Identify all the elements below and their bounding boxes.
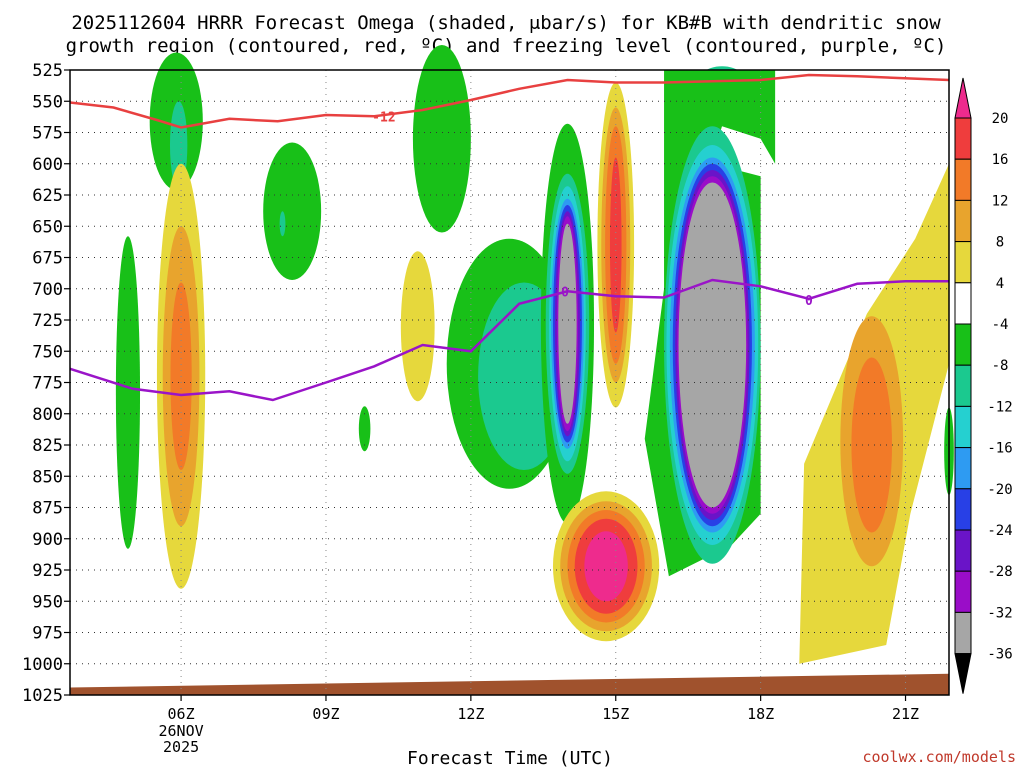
omega-pos-20z-12 xyxy=(851,357,893,533)
y-tick-label: 675 xyxy=(32,249,63,269)
colorbar-label: -32 xyxy=(987,605,1012,621)
colorbar-label: -20 xyxy=(987,482,1012,498)
y-tick-label: 875 xyxy=(32,499,63,519)
y-tick-label: 1000 xyxy=(22,655,63,675)
x-tick-label: 15Z xyxy=(602,705,629,723)
y-tick-label: 975 xyxy=(32,624,63,644)
x-tick-year: 2025 xyxy=(163,738,199,756)
colorbar-swatch xyxy=(954,570,972,613)
dendritic-contour-label: -12 xyxy=(372,110,395,125)
y-tick-label: 600 xyxy=(32,155,63,175)
x-tick-date: 26NOV xyxy=(159,722,204,740)
freezing-level-label: 0 xyxy=(805,294,813,309)
colorbar-swatch xyxy=(954,117,972,160)
y-tick-label: 625 xyxy=(32,186,63,206)
omega-core-14z--36 xyxy=(558,223,577,424)
x-tick-label: 21Z xyxy=(892,705,919,723)
x-tick-label: 09Z xyxy=(312,705,339,723)
gridlines xyxy=(70,70,949,695)
y-tick-label: 850 xyxy=(32,467,63,487)
y-tick-label: 775 xyxy=(32,374,63,394)
colorbar-swatch xyxy=(954,241,972,284)
omega-region-minus8 xyxy=(358,406,371,452)
colorbar-swatch xyxy=(954,199,972,243)
y-tick-label: 750 xyxy=(32,342,63,362)
colorbar-swatch xyxy=(954,405,972,449)
credit-text: coolwx.com/models xyxy=(862,748,1016,766)
y-tick-label: 525 xyxy=(32,61,63,81)
colorbar-top-arrow xyxy=(954,77,972,119)
colorbar-swatch xyxy=(954,282,972,325)
colorbar-swatch xyxy=(954,529,972,572)
chart-title-line2: growth region (contoured, red, ºC) and f… xyxy=(66,35,947,57)
omega-core-17z--36 xyxy=(678,182,747,508)
colorbar-swatch xyxy=(954,447,972,490)
colorbar-label: -28 xyxy=(987,564,1012,580)
y-tick-label: 700 xyxy=(32,280,63,300)
x-tick-label: 06Z xyxy=(168,705,195,723)
y-tick-label: 650 xyxy=(32,217,63,237)
colorbar-label: -36 xyxy=(987,647,1012,663)
colorbar-label: 16 xyxy=(992,152,1009,168)
omega-region-minus12 xyxy=(279,211,286,237)
chart-title-line1: 2025112604 HRRR Forecast Omega (shaded, … xyxy=(71,12,941,34)
terrain-fill xyxy=(70,673,949,695)
colorbar-label: -8 xyxy=(992,358,1009,374)
y-tick-label: 900 xyxy=(32,530,63,550)
colorbar-swatch xyxy=(954,488,972,531)
omega-pos-11z-4 xyxy=(400,251,435,402)
colorbar-label: 12 xyxy=(992,193,1009,209)
y-tick-label: 725 xyxy=(32,311,63,331)
colorbar-swatch xyxy=(954,364,972,407)
colorbar-label: 4 xyxy=(996,276,1004,292)
freezing-level-line xyxy=(69,278,949,402)
colorbar-swatch xyxy=(954,611,972,655)
y-tick-label: 575 xyxy=(32,124,63,144)
colorbar-swatch xyxy=(954,158,972,201)
colorbar-label: 8 xyxy=(996,235,1004,251)
colorbar-label: -4 xyxy=(992,317,1009,333)
y-tick-label: 825 xyxy=(32,436,63,456)
omega-region-minus8 xyxy=(263,142,322,280)
omega-shading xyxy=(70,45,954,695)
dendritic-contour-line xyxy=(69,73,950,129)
x-tick-label: 18Z xyxy=(747,705,774,723)
contour-lines: -12 0 0 xyxy=(69,73,950,402)
y-tick-label: 925 xyxy=(32,561,63,581)
colorbar-label: -16 xyxy=(987,441,1012,457)
y-axis: 525 550 575 600 625 650 675 700 725 750 775 800 825 8… xyxy=(22,61,70,706)
omega-region-minus8 xyxy=(115,236,141,549)
colorbar-swatch xyxy=(954,323,972,366)
colorbar-label: -12 xyxy=(987,399,1012,415)
y-tick-label: 800 xyxy=(32,405,63,425)
colorbar-label: 20 xyxy=(992,111,1009,127)
y-tick-label: 950 xyxy=(32,592,63,612)
x-axis-label: Forecast Time (UTC) xyxy=(407,748,613,768)
colorbar-bottom-arrow xyxy=(954,653,972,694)
omega-pos-15z-low-20 xyxy=(584,531,628,602)
y-tick-label: 1025 xyxy=(22,686,63,706)
colorbar-label: -24 xyxy=(987,523,1012,539)
omega-region-minus8 xyxy=(412,45,471,233)
y-tick-label: 550 xyxy=(32,92,63,112)
x-tick-label: 12Z xyxy=(457,705,484,723)
freezing-level-label: 0 xyxy=(561,285,569,300)
colorbar: 20 16 12 8 4 -4 -8 -12 -16 -20 -24 -28 -32 -36 xyxy=(954,77,1013,694)
